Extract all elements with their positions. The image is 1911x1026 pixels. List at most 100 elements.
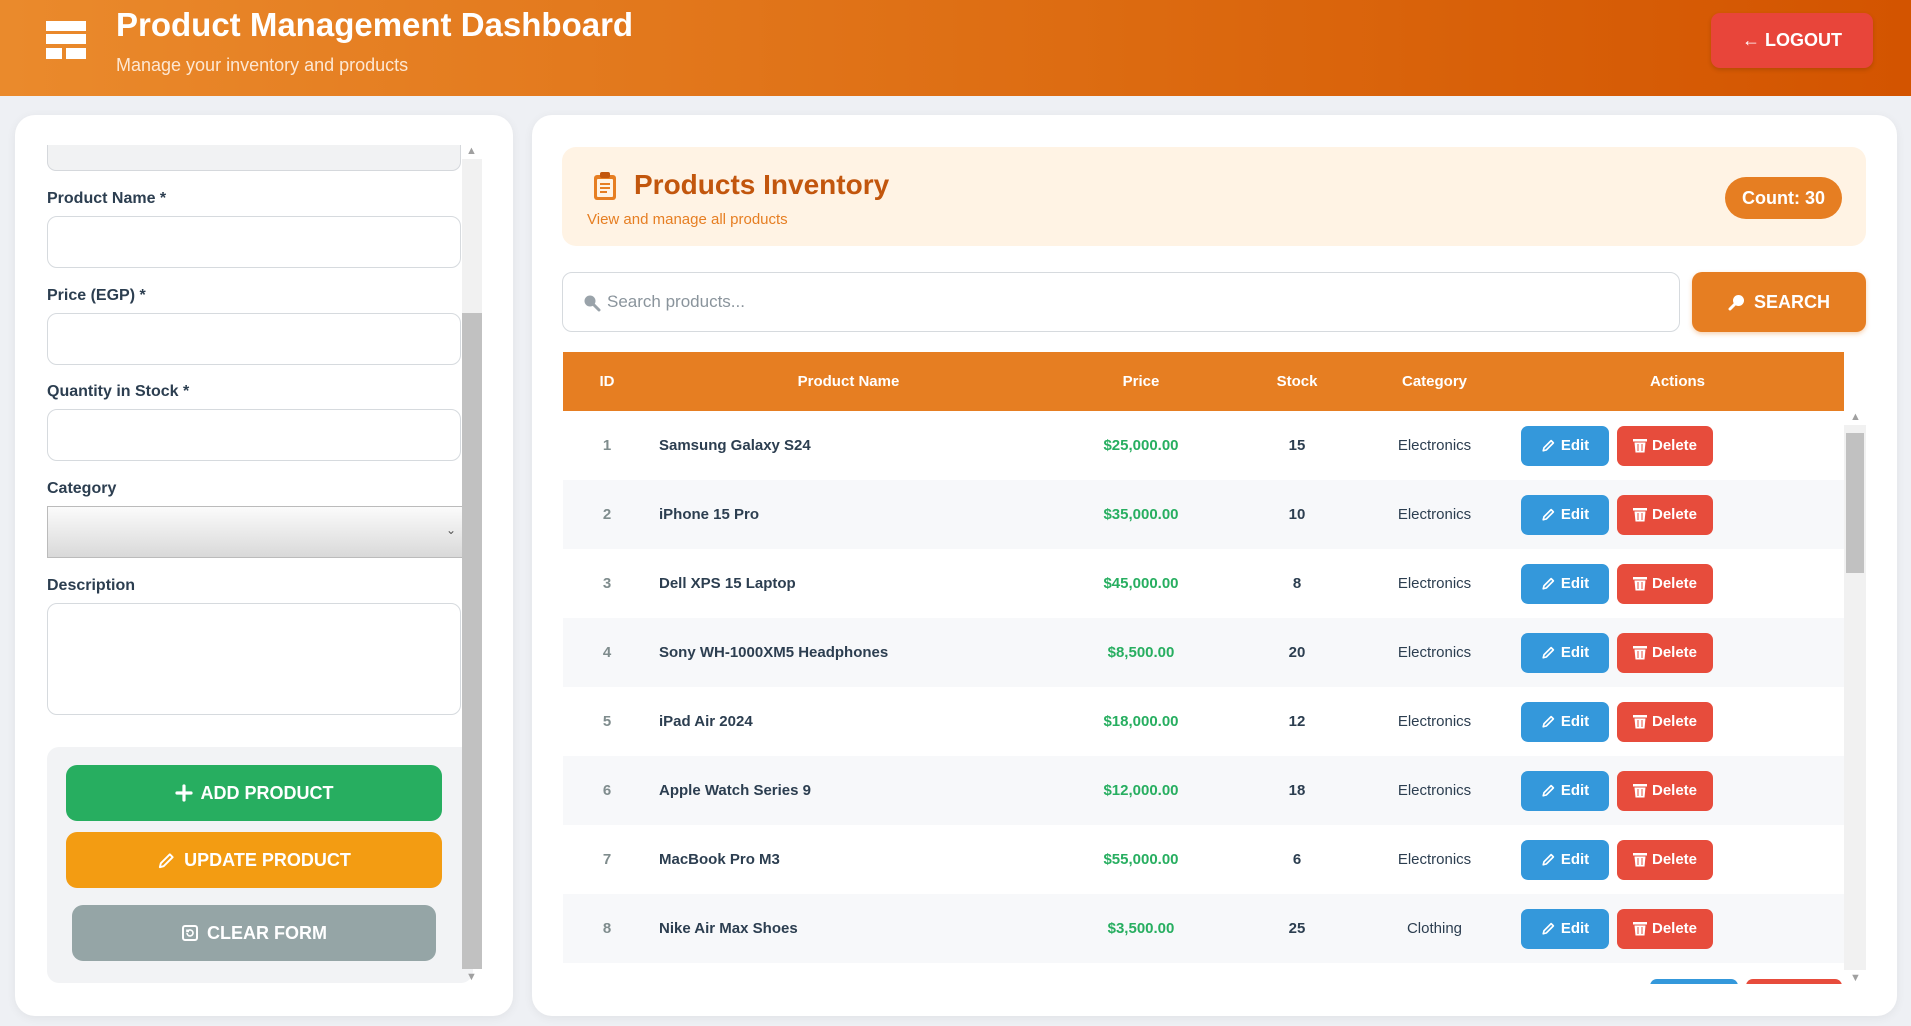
search-icon (1728, 295, 1744, 311)
inventory-title: Products Inventory (634, 169, 890, 200)
quantity-input[interactable] (47, 409, 461, 461)
delete-label: Delete (1651, 782, 1698, 799)
cell-category: Electronics (1397, 713, 1472, 730)
column-header-stock: Stock (1276, 373, 1318, 390)
cell-category: Electronics (1397, 575, 1472, 592)
scroll-up-arrow-icon[interactable]: ▲ (1850, 411, 1861, 423)
delete-button[interactable]: Delete (1617, 839, 1713, 880)
delete-button[interactable]: Delete (1617, 494, 1713, 535)
cell-price: $45,000.00 (1103, 575, 1179, 592)
cell-price: $3,500.00 (1107, 920, 1175, 937)
product-form-panel: Product Name * Price (EGP) * Quantity in… (15, 115, 513, 1016)
table-row: 6 Apple Watch Series 9 $12,000.00 18 Electro… (563, 756, 1844, 825)
cell-stock: 15 (1288, 437, 1306, 454)
search-input[interactable] (607, 273, 1667, 330)
edit-button[interactable]: Edit (1521, 839, 1609, 880)
cell-id: 2 (602, 506, 612, 523)
edit-button[interactable]: Edit (1521, 908, 1609, 949)
previous-field-stub (47, 145, 461, 171)
plus-icon (174, 784, 193, 802)
update-product-button[interactable]: UPDATE PRODUCT (66, 832, 442, 888)
price-label: Price (EGP) * (47, 287, 146, 304)
pencil-icon (1542, 577, 1555, 590)
search-button-label: SEARCH (1753, 291, 1830, 312)
delete-button-partial[interactable] (1746, 979, 1842, 984)
add-product-button[interactable]: ADD PRODUCT (66, 765, 442, 821)
edit-button[interactable]: Edit (1521, 494, 1609, 535)
cell-id: 3 (602, 575, 612, 592)
scroll-down-arrow-icon[interactable]: ▼ (466, 971, 477, 983)
edit-button-partial[interactable] (1650, 979, 1738, 984)
cell-product-name: iPhone 15 Pro (659, 506, 760, 523)
cell-id: 5 (602, 713, 612, 730)
column-header-price: Price (1122, 373, 1160, 390)
edit-button[interactable]: Edit (1521, 425, 1609, 466)
trash-icon (1632, 715, 1647, 729)
edit-button[interactable]: Edit (1521, 632, 1609, 673)
table-row: 5 iPad Air 2024 $18,000.00 12 Electronics Edi… (563, 687, 1844, 756)
dashboard-icon (46, 21, 86, 59)
category-select[interactable]: ⌄ (47, 506, 463, 558)
pencil-icon (1542, 439, 1555, 452)
cell-id: 1 (602, 437, 612, 454)
cell-actions: Edit Delete (1511, 770, 1844, 811)
edit-button[interactable]: Edit (1521, 770, 1609, 811)
cell-category: Clothing (1406, 920, 1463, 937)
scroll-down-arrow-icon[interactable]: ▼ (1850, 972, 1861, 984)
price-input[interactable] (47, 313, 461, 365)
edit-button[interactable]: Edit (1521, 701, 1609, 742)
cell-product-name: Samsung Galaxy S24 (659, 437, 811, 454)
cell-stock: 10 (1288, 506, 1306, 523)
trash-icon (1632, 439, 1647, 453)
table-row: 4 Sony WH-1000XM5 Headphones $8,500.00 20 El… (563, 618, 1844, 687)
cell-category: Electronics (1397, 851, 1472, 868)
magnifier-icon (584, 295, 601, 312)
column-header-category: Category (1401, 373, 1468, 390)
edit-button[interactable]: Edit (1521, 563, 1609, 604)
cell-price: $12,000.00 (1103, 782, 1179, 799)
table-scrollbar[interactable]: ▲ ▼ (1844, 411, 1866, 984)
cell-product-name: MacBook Pro M3 (659, 851, 780, 868)
product-name-input[interactable] (47, 216, 461, 268)
inventory-subtitle: View and manage all products (587, 211, 788, 228)
trash-icon (1632, 922, 1647, 936)
search-box (562, 272, 1680, 332)
delete-label: Delete (1651, 851, 1698, 868)
delete-button[interactable]: Delete (1617, 563, 1713, 604)
cell-id: 6 (602, 782, 612, 799)
trash-icon (1632, 577, 1647, 591)
search-button[interactable]: SEARCH (1692, 272, 1866, 332)
edit-label: Edit (1560, 437, 1590, 454)
delete-label: Delete (1651, 437, 1698, 454)
delete-button[interactable]: Delete (1617, 425, 1713, 466)
logout-button[interactable]: ← LOGOUT (1711, 13, 1873, 68)
column-header-name: Product Name (797, 373, 900, 390)
form-scrollbar-thumb[interactable] (462, 313, 482, 969)
form-scrollbar[interactable]: ▲ ▼ (462, 145, 482, 983)
cell-stock: 6 (1292, 851, 1302, 868)
table-body: 1 Samsung Galaxy S24 $25,000.00 15 Electroni… (563, 411, 1844, 963)
description-textarea[interactable] (47, 603, 461, 715)
products-table: ID Product Name Price Stock Category Act… (563, 352, 1866, 984)
cell-id: 4 (602, 644, 612, 661)
pencil-icon (1542, 853, 1555, 866)
cell-actions: Edit Delete (1511, 632, 1844, 673)
clipboard-icon (594, 172, 616, 200)
clear-form-button[interactable]: CLEAR FORM (72, 905, 436, 961)
delete-button[interactable]: Delete (1617, 701, 1713, 742)
delete-button[interactable]: Delete (1617, 632, 1713, 673)
delete-button[interactable]: Delete (1617, 908, 1713, 949)
cell-product-name: Nike Air Max Shoes (659, 920, 798, 937)
delete-button[interactable]: Delete (1617, 770, 1713, 811)
pencil-icon (1542, 784, 1555, 797)
page-subtitle: Manage your inventory and products (116, 55, 409, 75)
table-row: 7 MacBook Pro M3 $55,000.00 6 Electronics Edi… (563, 825, 1844, 894)
edit-label: Edit (1560, 713, 1590, 730)
pencil-icon (1542, 508, 1555, 521)
edit-label: Edit (1560, 506, 1590, 523)
edit-label: Edit (1560, 851, 1590, 868)
edit-label: Edit (1560, 920, 1590, 937)
scroll-up-arrow-icon[interactable]: ▲ (466, 145, 477, 157)
table-scrollbar-thumb[interactable] (1846, 433, 1864, 573)
pencil-icon (1542, 715, 1555, 728)
